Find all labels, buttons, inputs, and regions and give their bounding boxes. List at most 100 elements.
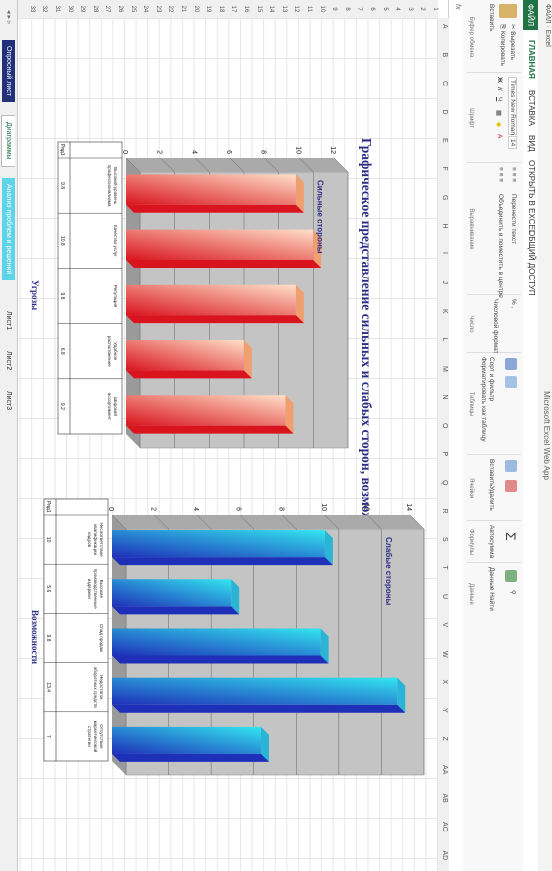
row-header-13[interactable]: 13 [280,5,287,13]
sheet-nav-icon[interactable]: ◂ ▸ ▹ [5,10,12,25]
row-header-15[interactable]: 15 [255,5,262,13]
font-color-icon[interactable]: A [496,134,503,139]
bar[interactable] [126,229,314,260]
column-header-O[interactable]: O [441,423,448,429]
find-button[interactable]: ⚲ [509,590,517,595]
fill-color-icon[interactable]: ◆ [495,122,502,127]
delete-cells-button[interactable] [505,480,517,492]
column-header-V[interactable]: V [441,622,448,628]
row-header-25[interactable]: 25 [129,5,136,13]
column-header-J[interactable]: J [441,280,448,285]
align-left-icon[interactable]: ≡ ≡ ≡ [497,167,504,182]
row-header-32[interactable]: 32 [41,5,48,13]
bold-button[interactable]: Ж [496,77,503,83]
row-header-23[interactable]: 23 [154,5,161,13]
tab-view[interactable]: ВИД [527,135,536,152]
row-header-3[interactable]: 3 [406,7,413,11]
sheet-tab-list1[interactable]: Лист1 [5,311,12,331]
bar[interactable] [112,726,261,754]
column-header-AD[interactable]: AD [441,850,448,861]
row-header-24[interactable]: 24 [142,5,149,13]
column-header-M[interactable]: M [441,366,448,372]
italic-button[interactable]: К [496,87,503,91]
tab-open-in-excel[interactable]: ОТКРЫТЬ В EXCEL [527,160,536,235]
row-header-1[interactable]: 1 [432,7,438,11]
wrap-text-button[interactable]: Перенести текст [510,194,517,245]
column-header-I[interactable]: I [441,252,448,254]
number-format-select[interactable]: Числовой формат [492,299,499,354]
column-header-Q[interactable]: Q [441,480,448,486]
bar[interactable] [112,579,232,607]
column-header-T[interactable]: T [441,565,448,570]
bar[interactable] [126,340,244,371]
copy-button[interactable]: ⎘ Копировать [498,24,506,66]
row-header-6[interactable]: 6 [369,7,375,11]
column-header-B[interactable]: B [441,52,448,58]
row-header-30[interactable]: 30 [66,5,73,13]
row-header-16[interactable]: 16 [243,5,249,13]
column-header-Y[interactable]: Y [441,708,448,713]
row-header-28[interactable]: 28 [91,5,98,13]
row-header-27[interactable]: 27 [104,5,111,13]
column-header-W[interactable]: W [441,651,448,658]
tab-insert[interactable]: ВСТАВКА [527,90,536,126]
column-header-AB[interactable]: AB [441,793,448,803]
column-header-H[interactable]: H [441,223,448,229]
bar[interactable] [126,395,286,426]
sheet-tab-survey[interactable]: Опросный лист [2,40,15,102]
bar[interactable] [125,284,296,316]
column-header-Z[interactable]: Z [441,736,448,741]
column-header-R[interactable]: R [441,508,448,514]
weaknesses-chart[interactable]: 0 2 4 6 8 10 12 14 Ряд1 Несоответствиеквалификаци… [42,485,432,785]
percent-icon[interactable]: % , [510,299,517,309]
bar[interactable] [111,677,398,705]
row-header-8[interactable]: 8 [343,7,350,11]
column-header-AA[interactable]: AA [441,765,448,775]
paste-button[interactable] [499,4,517,18]
row-header-12[interactable]: 12 [293,5,300,13]
row-header-2[interactable]: 2 [419,7,426,11]
row-header-9[interactable]: 9 [331,7,338,11]
underline-button[interactable]: Ч [496,97,503,102]
column-header-G[interactable]: G [441,195,448,201]
merge-center-button[interactable]: Объединить и поместить в центре [497,194,504,298]
sort-filter-button[interactable] [505,358,517,370]
row-header-20[interactable]: 20 [192,5,199,13]
column-header-D[interactable]: D [441,109,448,115]
row-header-18[interactable]: 18 [217,5,224,13]
align-top-icon[interactable]: ≡ ≡ ≡ [510,167,517,182]
column-header-S[interactable]: S [441,537,448,542]
sheet-tab-charts[interactable]: Диаграммы [1,115,15,167]
column-header-E[interactable]: E [441,138,448,143]
insert-cells-button[interactable] [505,460,517,472]
row-header-4[interactable]: 4 [394,7,401,11]
row-header-21[interactable]: 21 [180,5,186,13]
tab-share[interactable]: ОБЩИЙ ДОСТУП [527,230,536,296]
font-name-select[interactable]: Times New Roman [508,77,517,135]
refresh-data-button[interactable] [505,570,517,582]
column-header-X[interactable]: X [441,679,448,685]
row-header-19[interactable]: 19 [205,5,212,13]
column-header-U[interactable]: U [441,594,448,600]
row-header-11[interactable]: 11 [306,5,312,13]
row-header-5[interactable]: 5 [381,7,388,11]
borders-icon[interactable]: ▦ [495,110,502,117]
row-header-29[interactable]: 29 [79,5,86,13]
row-header-10[interactable]: 10 [318,5,325,13]
bar[interactable] [125,174,296,205]
column-header-A[interactable]: A [441,24,448,29]
formula-bar[interactable]: fx [448,0,463,871]
sheet-tab-list3[interactable]: Лист3 [5,391,12,411]
sheet-tab-analysis[interactable]: Анализ проблем и решений [2,178,15,281]
column-header-N[interactable]: N [441,394,448,400]
column-header-C[interactable]: C [441,81,448,87]
bar[interactable] [111,530,325,558]
strengths-chart[interactable]: 0 2 4 6 8 10 12 Ряд1 Высокий уровеньпрофессионал… [56,128,356,458]
cut-button[interactable]: ✂ Вырезать [509,24,517,60]
column-header-F[interactable]: F [441,166,448,171]
row-header-26[interactable]: 26 [117,5,123,13]
bar[interactable] [111,628,321,656]
row-header-17[interactable]: 17 [230,5,237,13]
row-header-22[interactable]: 22 [167,5,174,13]
column-header-AC[interactable]: AC [441,822,448,832]
